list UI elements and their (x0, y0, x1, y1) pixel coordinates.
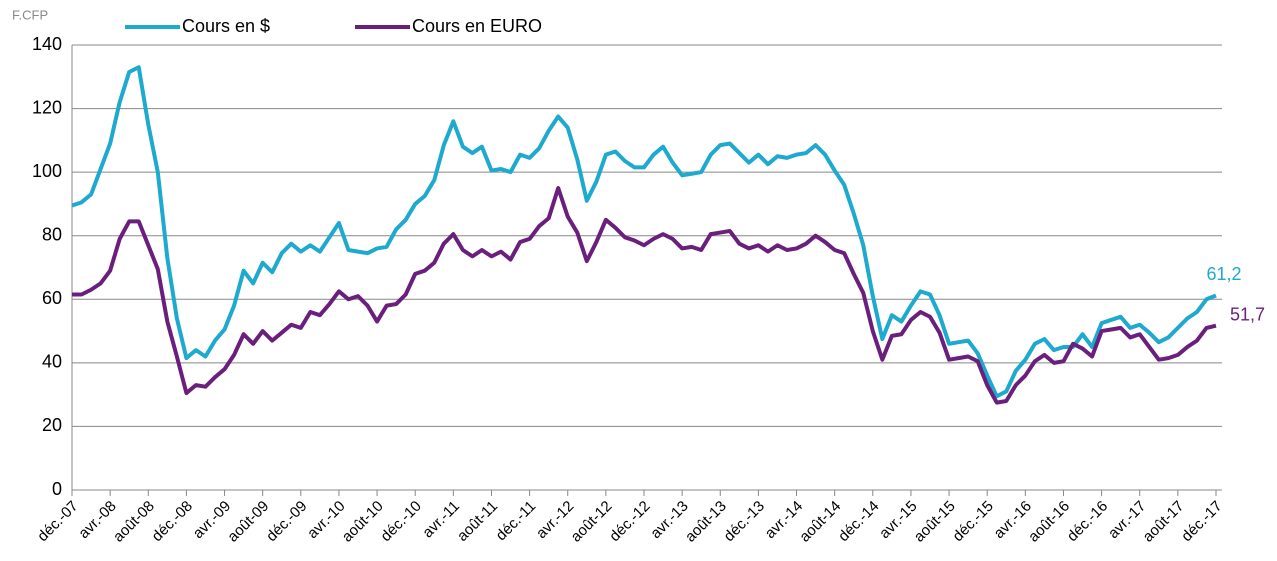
x-tick-label: déc.-14 (835, 498, 882, 545)
line-series (72, 186, 1217, 405)
x-tick-label: août-14 (796, 498, 844, 546)
unit-label: F.CFP (12, 7, 48, 22)
data-label: 61,2 (1206, 264, 1241, 284)
y-tick-label: 80 (42, 224, 62, 244)
y-tick-label: 20 (42, 415, 62, 435)
x-tick-label: août-15 (911, 498, 959, 546)
x-tick-label: déc.-09 (263, 498, 310, 545)
y-tick-label: 140 (32, 34, 62, 54)
x-tick-label: août-12 (568, 498, 616, 546)
x-tick-label: déc.-07 (34, 498, 81, 545)
x-tick-label: déc.-15 (949, 498, 996, 545)
x-tick-label: août-17 (1140, 498, 1188, 546)
y-tick-label: 0 (52, 479, 62, 499)
x-tick-label: déc.-10 (377, 498, 424, 545)
x-tick-label: déc.-08 (149, 498, 196, 545)
x-tick-label: août-10 (339, 498, 387, 546)
x-tick-label: août-09 (224, 498, 272, 546)
data-label: 51,7 (1230, 304, 1265, 324)
x-tick-label: déc.-16 (1064, 498, 1111, 545)
x-tick-label: août-13 (682, 498, 730, 546)
y-tick-label: 60 (42, 288, 62, 308)
x-tick-label: déc.-13 (721, 498, 768, 545)
x-tick-label: août-08 (110, 498, 158, 546)
legend-label: Cours en $ (182, 16, 270, 36)
x-tick-label: déc.-11 (493, 498, 540, 545)
x-tick-label: août-11 (454, 498, 501, 545)
y-tick-label: 40 (42, 352, 62, 372)
legend-label: Cours en EURO (412, 16, 542, 36)
y-tick-label: 100 (32, 161, 62, 181)
x-tick-label: déc.-17 (1178, 498, 1225, 545)
x-tick-label: déc.-12 (606, 498, 653, 545)
x-tick-label: août-16 (1025, 498, 1073, 546)
y-tick-label: 120 (32, 97, 62, 117)
line-series (71, 65, 1217, 399)
